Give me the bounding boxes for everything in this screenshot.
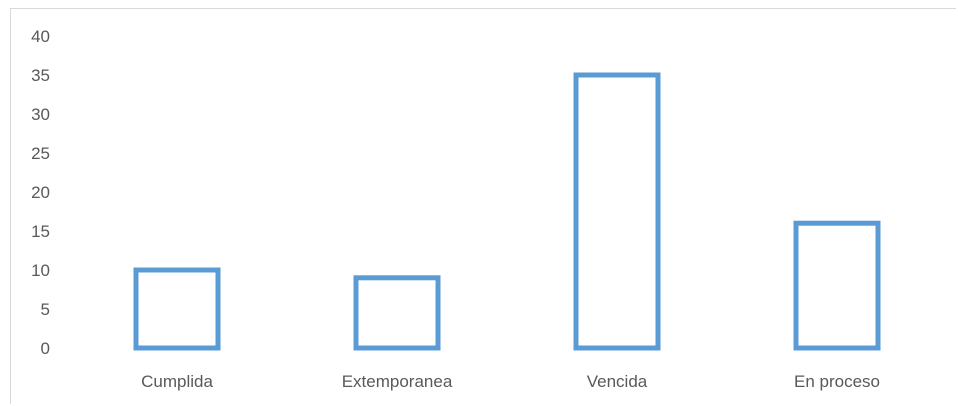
y-tick-label: 40: [31, 27, 50, 46]
x-tick-label: En proceso: [794, 372, 880, 391]
bar-en-proceso: [793, 220, 881, 351]
chart-area: [10, 8, 956, 404]
x-tick-label: Extemporanea: [342, 372, 453, 391]
bar-vencida: [573, 72, 661, 351]
y-tick-label: 10: [31, 261, 50, 280]
x-tick-label: Cumplida: [141, 372, 213, 391]
x-tick-label: Vencida: [587, 372, 648, 391]
y-tick-label: 20: [31, 183, 50, 202]
bars: [133, 72, 881, 351]
y-tick-label: 30: [31, 105, 50, 124]
bar-cumplida: [133, 267, 221, 351]
bar-extemporanea: [353, 275, 441, 351]
y-tick-label: 25: [31, 144, 50, 163]
x-axis-labels: Cumplida Extemporanea Vencida En proceso: [141, 372, 880, 391]
y-tick-label: 15: [31, 222, 50, 241]
y-tick-label: 5: [41, 300, 50, 319]
y-tick-label: 35: [31, 66, 50, 85]
y-tick-label: 0: [41, 339, 50, 358]
y-axis-ticks: 0 5 10 15 20 25 30 35 40: [31, 27, 50, 358]
